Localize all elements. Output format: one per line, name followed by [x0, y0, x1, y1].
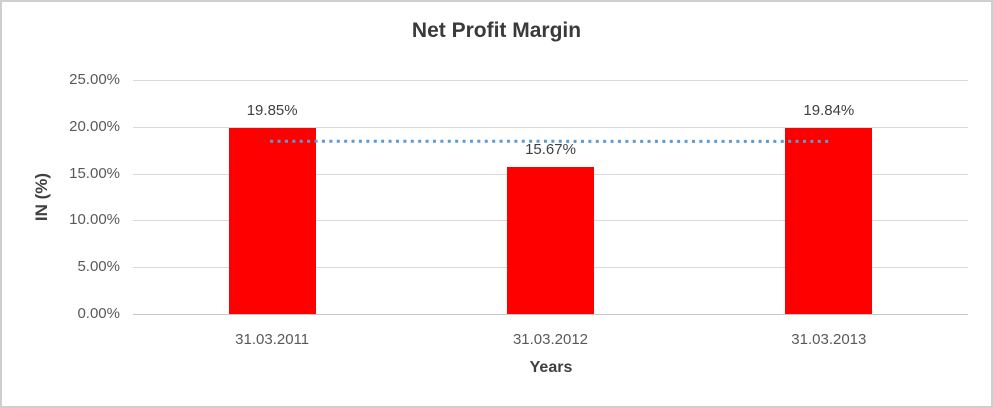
y-tick-label: 5.00%: [77, 258, 120, 275]
y-tick-label: 20.00%: [69, 118, 120, 135]
x-tick-label: 31.03.2012: [512, 331, 589, 348]
y-tick-label: 25.00%: [69, 71, 120, 88]
bar: [507, 167, 594, 314]
x-axis-line: [133, 314, 968, 315]
gridline: [133, 80, 968, 81]
bar-value-label: 19.85%: [246, 102, 298, 120]
y-tick-label: 0.00%: [77, 305, 120, 322]
chart-title: Net Profit Margin: [411, 19, 582, 42]
bar: [785, 128, 873, 314]
x-axis-title: Years: [529, 359, 573, 376]
y-tick-label: 10.00%: [69, 211, 120, 228]
bar: [228, 128, 316, 314]
x-tick-label: 31.03.2011: [235, 331, 310, 348]
x-tick-label: 31.03.2013: [791, 331, 867, 348]
gridline: [133, 127, 968, 128]
y-tick-label: 15.00%: [69, 165, 120, 182]
bar-value-label: 19.84%: [803, 102, 855, 120]
bar-value-label: 15.67%: [525, 141, 576, 159]
